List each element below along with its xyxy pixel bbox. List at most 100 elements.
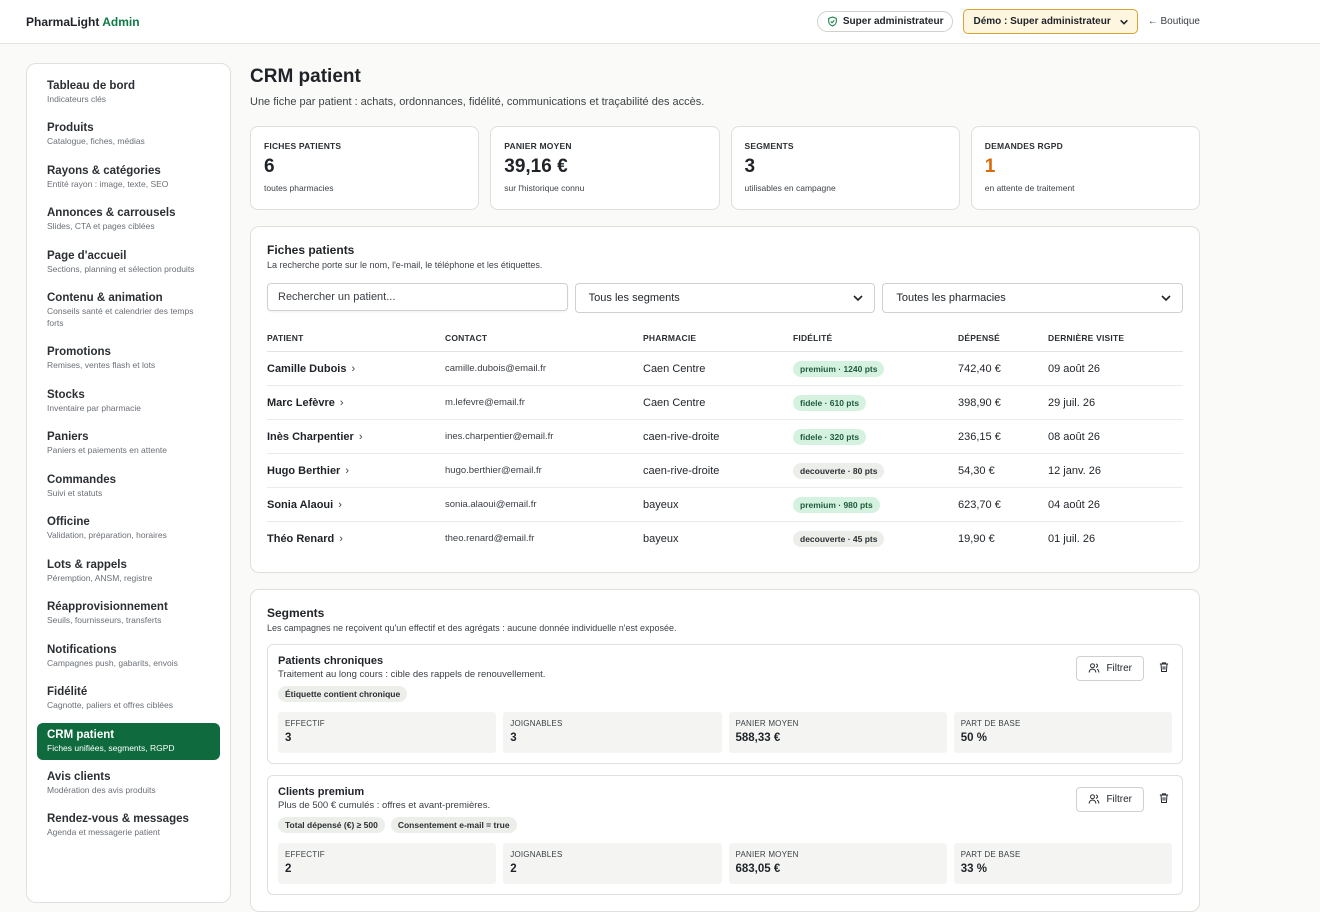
patient-name-link[interactable]: Théo Renard › [267,522,445,556]
sidebar-item-title: Officine [47,516,90,529]
chevron-down-icon [1119,19,1128,25]
sidebar-item-title: Paniers [47,431,89,444]
sidebar-item-dashboard[interactable]: Tableau de bord Indicateurs clés [37,74,220,111]
sidebar-item-products[interactable]: Produits Catalogue, fiches, médias [37,116,220,153]
patients-card: Fiches patients La recherche porte sur l… [250,226,1200,573]
sidebar-item-sub: Paniers et paiements en attente [47,445,168,456]
table-row[interactable]: Sonia Alaoui › sonia.alaoui@email.fr baye… [267,487,1183,522]
sidebar-item-title: Rendez-vous & messages [47,813,189,826]
sidebar-item-sub: Fiches unifiées, segments, RGPD [47,742,175,753]
patient-loyalty: premium · 1240 pts [793,351,958,386]
patient-name-link[interactable]: Inès Charpentier › [267,419,445,454]
sidebar-item-notifications[interactable]: Notifications Campagnes push, gabarits, e… [37,638,220,675]
sidebar-item-restocking[interactable]: Réapprovisionnement Seuils, fournisseurs,… [37,595,220,632]
metric-label: JOIGNABLES [510,718,563,728]
stat-label: PANIER MOYEN [504,141,572,151]
sidebar-item-batches[interactable]: Lots & rappels Péremption, ANSM, registre [37,553,220,590]
column-header[interactable]: PHARMACIE [643,327,793,352]
patient-email: m.lefevre@email.fr [445,385,643,420]
patient-email: theo.renard@email.fr [445,533,535,545]
sidebar-item-sub: Modération des avis produits [47,784,156,795]
sidebar-item-reviews[interactable]: Avis clients Modération des avis produits [37,765,220,802]
loyalty-badge: fidele · 320 pts [793,428,867,445]
sidebar-item-content[interactable]: Contenu & animation Conseils santé et cal… [37,286,220,335]
segment-item: Patients chroniques Traitement au long c… [267,643,1183,764]
sidebar-item-sub: Indicateurs clés [47,94,107,104]
patient-spent: 54,30 € [958,453,1048,488]
sidebar-item-pharmacy[interactable]: Officine Validation, préparation, horaire… [37,510,220,547]
patient-pharmacy: Caen Centre [643,351,793,386]
segment-filter-select[interactable]: Tous les segments [574,283,876,313]
page-subtitle: Une fiche par patient : achats, ordonnan… [250,96,705,108]
patient-pharmacy: caen-rive-droite [643,419,793,454]
column-header[interactable]: DERNIÈRE VISITE [1048,327,1183,352]
brand-logo[interactable]: PharmaLight Admin [26,15,140,29]
column-header[interactable]: CONTACT [445,327,643,352]
sidebar-item-appointments[interactable]: Rendez-vous & messages Agenda et messager… [37,807,220,844]
demo-role-select[interactable]: Démo : Super administrateur [963,9,1138,34]
table-row[interactable]: Camille Dubois › camille.dubois@email.fr … [267,351,1183,386]
trash-icon[interactable] [1158,792,1170,807]
shop-link[interactable]: ← Boutique [1147,16,1200,27]
filter-button[interactable]: Filtrer [1076,786,1144,812]
sidebar-item-sub: Suivi et statuts [47,487,103,498]
sidebar-item-loyalty[interactable]: Fidélité Cagnotte, paliers et offres cibl… [37,680,220,717]
chevron-right-icon: › [339,396,344,409]
sidebar-item-homepage[interactable]: Page d'accueil Sections, planning et séle… [37,244,220,281]
sidebar-item-promotions[interactable]: Promotions Remises, ventes flash et lots [37,340,220,377]
table-row[interactable]: Marc Lefèvre › m.lefevre@email.fr Caen Ce… [267,385,1183,420]
patient-loyalty: decouverte · 80 pts [793,453,958,488]
table-row[interactable]: Inès Charpentier › ines.charpentier@email… [267,419,1183,454]
patient-name: Marc Lefèvre [267,396,335,409]
metric-base-share: PART DE BASE 33 % [953,842,1172,884]
sidebar-item-categories[interactable]: Rayons & catégories Entité rayon : image,… [37,159,220,196]
top-bar: PharmaLight Admin Super administrateur D… [0,0,1320,44]
metric-value: 2 [285,862,292,875]
sidebar-item-stocks[interactable]: Stocks Inventaire par pharmacie [37,383,220,420]
segment-description: Traitement au long cours : cible des rap… [278,668,546,680]
patient-name: Inès Charpentier [267,430,354,443]
patient-name-link[interactable]: Sonia Alaoui › [267,487,445,522]
sidebar-item-sub: Inventaire par pharmacie [47,402,142,413]
sidebar-item-crm[interactable]: CRM patient Fiches unifiées, segments, RG… [37,722,220,760]
table-row[interactable]: Théo Renard › theo.renard@email.fr bayeux… [267,522,1183,556]
patient-last-visit: 29 juil. 26 [1048,385,1183,420]
patient-name-link[interactable]: Hugo Berthier › [267,453,445,488]
segment-description: Plus de 500 € cumulés : offres et avant-… [278,799,491,811]
trash-icon[interactable] [1158,661,1170,676]
patient-name-link[interactable]: Marc Lefèvre › [267,385,445,420]
column-header[interactable]: FIDÉLITÉ [793,327,958,352]
metric-value: 3 [285,731,292,744]
column-header[interactable]: PATIENT [267,327,445,352]
metric-value: 50 % [960,731,987,744]
metric-label: EFFECTIF [285,849,325,859]
patient-last-visit: 01 juil. 26 [1048,532,1096,545]
patient-last-visit: 04 août 26 [1048,487,1183,522]
patient-name: Hugo Berthier [267,464,341,477]
segment-title: Clients premium [278,785,365,798]
chevron-down-icon [1161,295,1171,302]
column-header[interactable]: DÉPENSÉ [958,327,1048,352]
sidebar-item-sub: Entité rayon : image, texte, SEO [47,178,169,189]
stat-label: DEMANDES RGPD [984,141,1063,151]
sidebar-item-title: Lots & rappels [47,558,127,571]
patient-search-input[interactable] [267,283,568,311]
sidebar-item-sub: Catalogue, fiches, médias [47,136,145,147]
sidebar-item-announcements[interactable]: Annonces & carrousels Slides, CTA et page… [37,201,220,238]
table-row[interactable]: Hugo Berthier › hugo.berthier@email.fr ca… [267,453,1183,488]
stat-caption: en attente de traitement [984,183,1075,193]
patient-loyalty: premium · 980 pts [793,487,958,522]
sidebar-item-sub: Sections, planning et sélection produits [47,263,195,274]
patients-title: Fiches patients [267,243,355,257]
filter-button[interactable]: Filtrer [1076,655,1144,681]
sidebar-item-sub: Slides, CTA et pages ciblées [47,221,155,232]
sidebar-item-sub: Cagnotte, paliers et offres ciblées [47,700,173,711]
sidebar-item-carts[interactable]: Paniers Paniers et paiements en attente [37,425,220,462]
stat-card-patients: FICHES PATIENTS 6 toutes pharmacies [250,126,480,210]
patient-name-link[interactable]: Camille Dubois › [267,351,445,386]
metric-reachable: JOIGNABLES 2 [503,842,722,884]
loyalty-badge: decouverte · 80 pts [793,462,885,479]
pharmacy-filter-select[interactable]: Toutes les pharmacies [882,283,1184,313]
sidebar-item-orders[interactable]: Commandes Suivi et statuts [37,468,220,505]
brand-name: PharmaLight [26,14,100,29]
